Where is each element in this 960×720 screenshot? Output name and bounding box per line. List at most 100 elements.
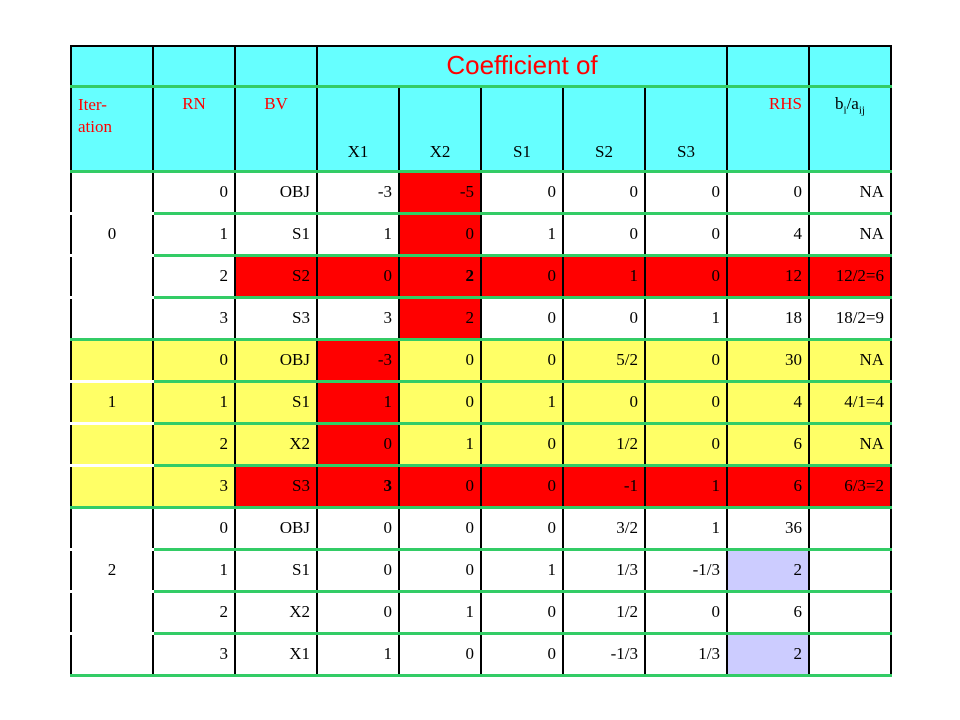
cell-ratio	[809, 633, 891, 677]
cell-bv: OBJ	[235, 507, 318, 551]
cell-ratio: 6/3=2	[809, 465, 891, 509]
cell-rhs: 6	[727, 591, 810, 635]
cell-s1: 0	[481, 465, 564, 509]
cell-s2: 0	[563, 381, 646, 425]
cell-x1: 0	[317, 507, 400, 551]
cell-rhs: 18	[727, 297, 810, 341]
cell-s1: 0	[481, 423, 564, 467]
cell-s3: 0	[645, 255, 728, 299]
table-row: 2 1 S1 0 0 1 1/3 -1/3 2	[71, 549, 891, 593]
cell-rhs: 6	[727, 423, 810, 467]
cell-rhs: 2	[727, 633, 810, 677]
cell-s1: 0	[481, 171, 564, 215]
iteration-cell	[71, 339, 154, 381]
cell-s3: -1/3	[645, 549, 728, 593]
cell-rhs: 12	[727, 255, 810, 299]
cell-rn: 0	[153, 507, 236, 551]
cell-x2: 0	[399, 633, 482, 677]
cell-s1: 0	[481, 591, 564, 635]
iteration-cell	[71, 633, 154, 677]
header-blank-cell	[727, 46, 810, 88]
cell-x2: -5	[399, 171, 482, 215]
cell-s1: 0	[481, 633, 564, 677]
ratio-header: bi/aij	[809, 86, 891, 173]
coefficient-title: Coefficient of	[317, 46, 728, 88]
cell-rn: 2	[153, 255, 236, 299]
var-header-s2: S2	[563, 86, 646, 173]
cell-x2: 0	[399, 381, 482, 425]
header-blank-cell	[809, 46, 891, 88]
cell-x2: 1	[399, 591, 482, 635]
cell-x1: 1	[317, 633, 400, 677]
cell-x2: 0	[399, 507, 482, 551]
cell-x2: 0	[399, 339, 482, 383]
ratio-header-sub-i: i	[843, 103, 847, 116]
cell-rn: 1	[153, 213, 236, 257]
cell-rn: 3	[153, 633, 236, 677]
cell-s1: 1	[481, 213, 564, 257]
table-row: 3 S3 3 2 0 0 1 18 18/2=9	[71, 297, 891, 341]
cell-ratio: NA	[809, 213, 891, 257]
cell-ratio: 4/1=4	[809, 381, 891, 425]
cell-rhs: 4	[727, 213, 810, 257]
iteration-cell: 2	[71, 549, 154, 591]
cell-s3: 0	[645, 423, 728, 467]
cell-x1: 1	[317, 213, 400, 257]
cell-s2: 3/2	[563, 507, 646, 551]
cell-x1: 3	[317, 297, 400, 341]
cell-bv: X2	[235, 423, 318, 467]
cell-s2: 1/2	[563, 591, 646, 635]
cell-x1: 0	[317, 549, 400, 593]
cell-bv: X2	[235, 591, 318, 635]
cell-ratio	[809, 507, 891, 551]
cell-ratio: NA	[809, 171, 891, 215]
cell-s1: 1	[481, 549, 564, 593]
cell-rn: 3	[153, 297, 236, 341]
cell-rn: 1	[153, 549, 236, 593]
table-row: 0 OBJ -3 0 0 5/2 0 30 NA	[71, 339, 891, 383]
cell-bv: S1	[235, 213, 318, 257]
cell-x1: 0	[317, 423, 400, 467]
cell-rn: 3	[153, 465, 236, 509]
cell-rhs: 6	[727, 465, 810, 509]
cell-rhs: 4	[727, 381, 810, 425]
cell-x2: 1	[399, 423, 482, 467]
cell-rn: 2	[153, 423, 236, 467]
rn-header: RN	[153, 86, 236, 173]
table-row: 1 1 S1 1 0 1 0 0 4 4/1=4	[71, 381, 891, 425]
iteration-header-text: Iter- ation	[78, 94, 112, 136]
cell-x1: -3	[317, 339, 400, 383]
table-row: 0 OBJ -3 -5 0 0 0 0 NA	[71, 171, 891, 215]
cell-x2: 0	[399, 549, 482, 593]
header-blank-cell	[71, 46, 154, 88]
cell-x2: 2	[399, 255, 482, 299]
iteration-cell: 1	[71, 381, 154, 423]
iteration-cell	[71, 591, 154, 633]
cell-x1: 3	[317, 465, 400, 509]
header-row-labels: Iter- ation RN BV X1 X2 S1 S2 S3 RHS bi/…	[71, 86, 891, 173]
cell-x1: 0	[317, 591, 400, 635]
iteration-cell	[71, 297, 154, 341]
cell-s3: 0	[645, 591, 728, 635]
cell-s2: 5/2	[563, 339, 646, 383]
cell-s3: 0	[645, 339, 728, 383]
cell-s3: 0	[645, 381, 728, 425]
cell-rhs: 2	[727, 549, 810, 593]
var-header-x2: X2	[399, 86, 482, 173]
iteration-cell	[71, 507, 154, 549]
var-header-s3: S3	[645, 86, 728, 173]
var-header-x1: X1	[317, 86, 400, 173]
rhs-header: RHS	[727, 86, 810, 173]
bv-header: BV	[235, 86, 318, 173]
cell-ratio: 18/2=9	[809, 297, 891, 341]
cell-s2: 0	[563, 213, 646, 257]
cell-x2: 0	[399, 213, 482, 257]
iteration-cell	[71, 465, 154, 509]
cell-s2: 0	[563, 171, 646, 215]
table-row: 0 OBJ 0 0 0 3/2 1 36	[71, 507, 891, 551]
cell-s1: 0	[481, 255, 564, 299]
cell-bv: S2	[235, 255, 318, 299]
cell-bv: S1	[235, 381, 318, 425]
cell-rn: 2	[153, 591, 236, 635]
cell-x2: 0	[399, 465, 482, 509]
